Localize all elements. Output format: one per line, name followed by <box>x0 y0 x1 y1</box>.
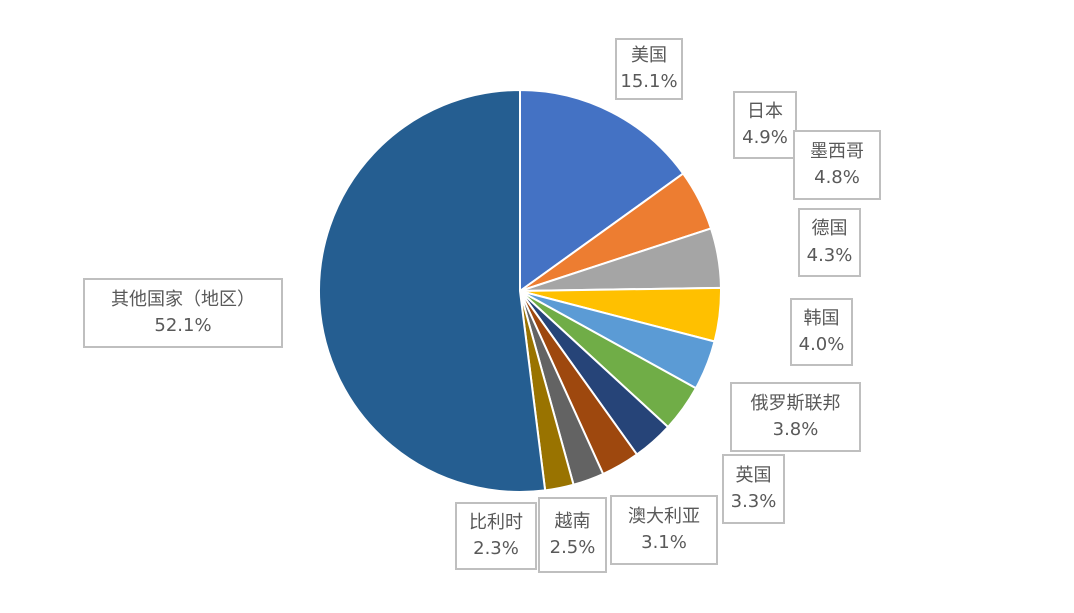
data-label-category: 韩国 <box>803 307 840 329</box>
data-label-percent: 52.1% <box>154 315 212 336</box>
data-label: 墨西哥 4.8% <box>793 130 881 200</box>
data-label: 其他国家（地区） 52.1% <box>83 278 283 348</box>
data-label-category: 其他国家（地区） <box>111 288 255 310</box>
data-label-percent: 3.8% <box>772 419 819 440</box>
data-label-category: 英国 <box>735 464 772 486</box>
pie-slice-10 <box>317 89 547 493</box>
data-label-percent: 4.9% <box>742 127 788 148</box>
data-label-category: 比利时 <box>469 511 523 533</box>
data-label: 韩国 4.0% <box>790 298 853 366</box>
data-label-category: 美国 <box>631 44 667 66</box>
data-label-percent: 4.8% <box>814 167 860 188</box>
data-label-category: 俄罗斯联邦 <box>750 392 841 414</box>
data-label-percent: 3.1% <box>641 532 687 553</box>
data-label-percent: 2.5% <box>549 537 596 558</box>
data-label-category: 墨西哥 <box>810 140 864 162</box>
data-label: 比利时 2.3% <box>455 502 537 570</box>
data-label: 澳大利亚 3.1% <box>610 495 718 565</box>
data-label: 英国 3.3% <box>722 454 785 524</box>
data-label-percent: 3.3% <box>730 491 777 512</box>
pie-slice-0 <box>519 89 685 292</box>
data-label-category: 日本 <box>747 100 783 122</box>
data-label: 俄罗斯联邦 3.8% <box>730 382 861 452</box>
data-label-percent: 4.3% <box>806 244 853 266</box>
data-label-percent: 2.3% <box>473 538 519 559</box>
data-label-percent: 15.1% <box>620 71 678 92</box>
data-label-percent: 4.0% <box>798 334 845 355</box>
data-label-category: 德国 <box>811 218 848 240</box>
data-label: 德国 4.3% <box>798 208 861 277</box>
data-label: 日本 4.9% <box>733 91 797 159</box>
data-label: 美国 15.1% <box>615 38 683 100</box>
data-label: 越南 2.5% <box>538 497 607 573</box>
data-label-category: 越南 <box>554 510 591 532</box>
data-label-category: 澳大利亚 <box>628 505 700 527</box>
